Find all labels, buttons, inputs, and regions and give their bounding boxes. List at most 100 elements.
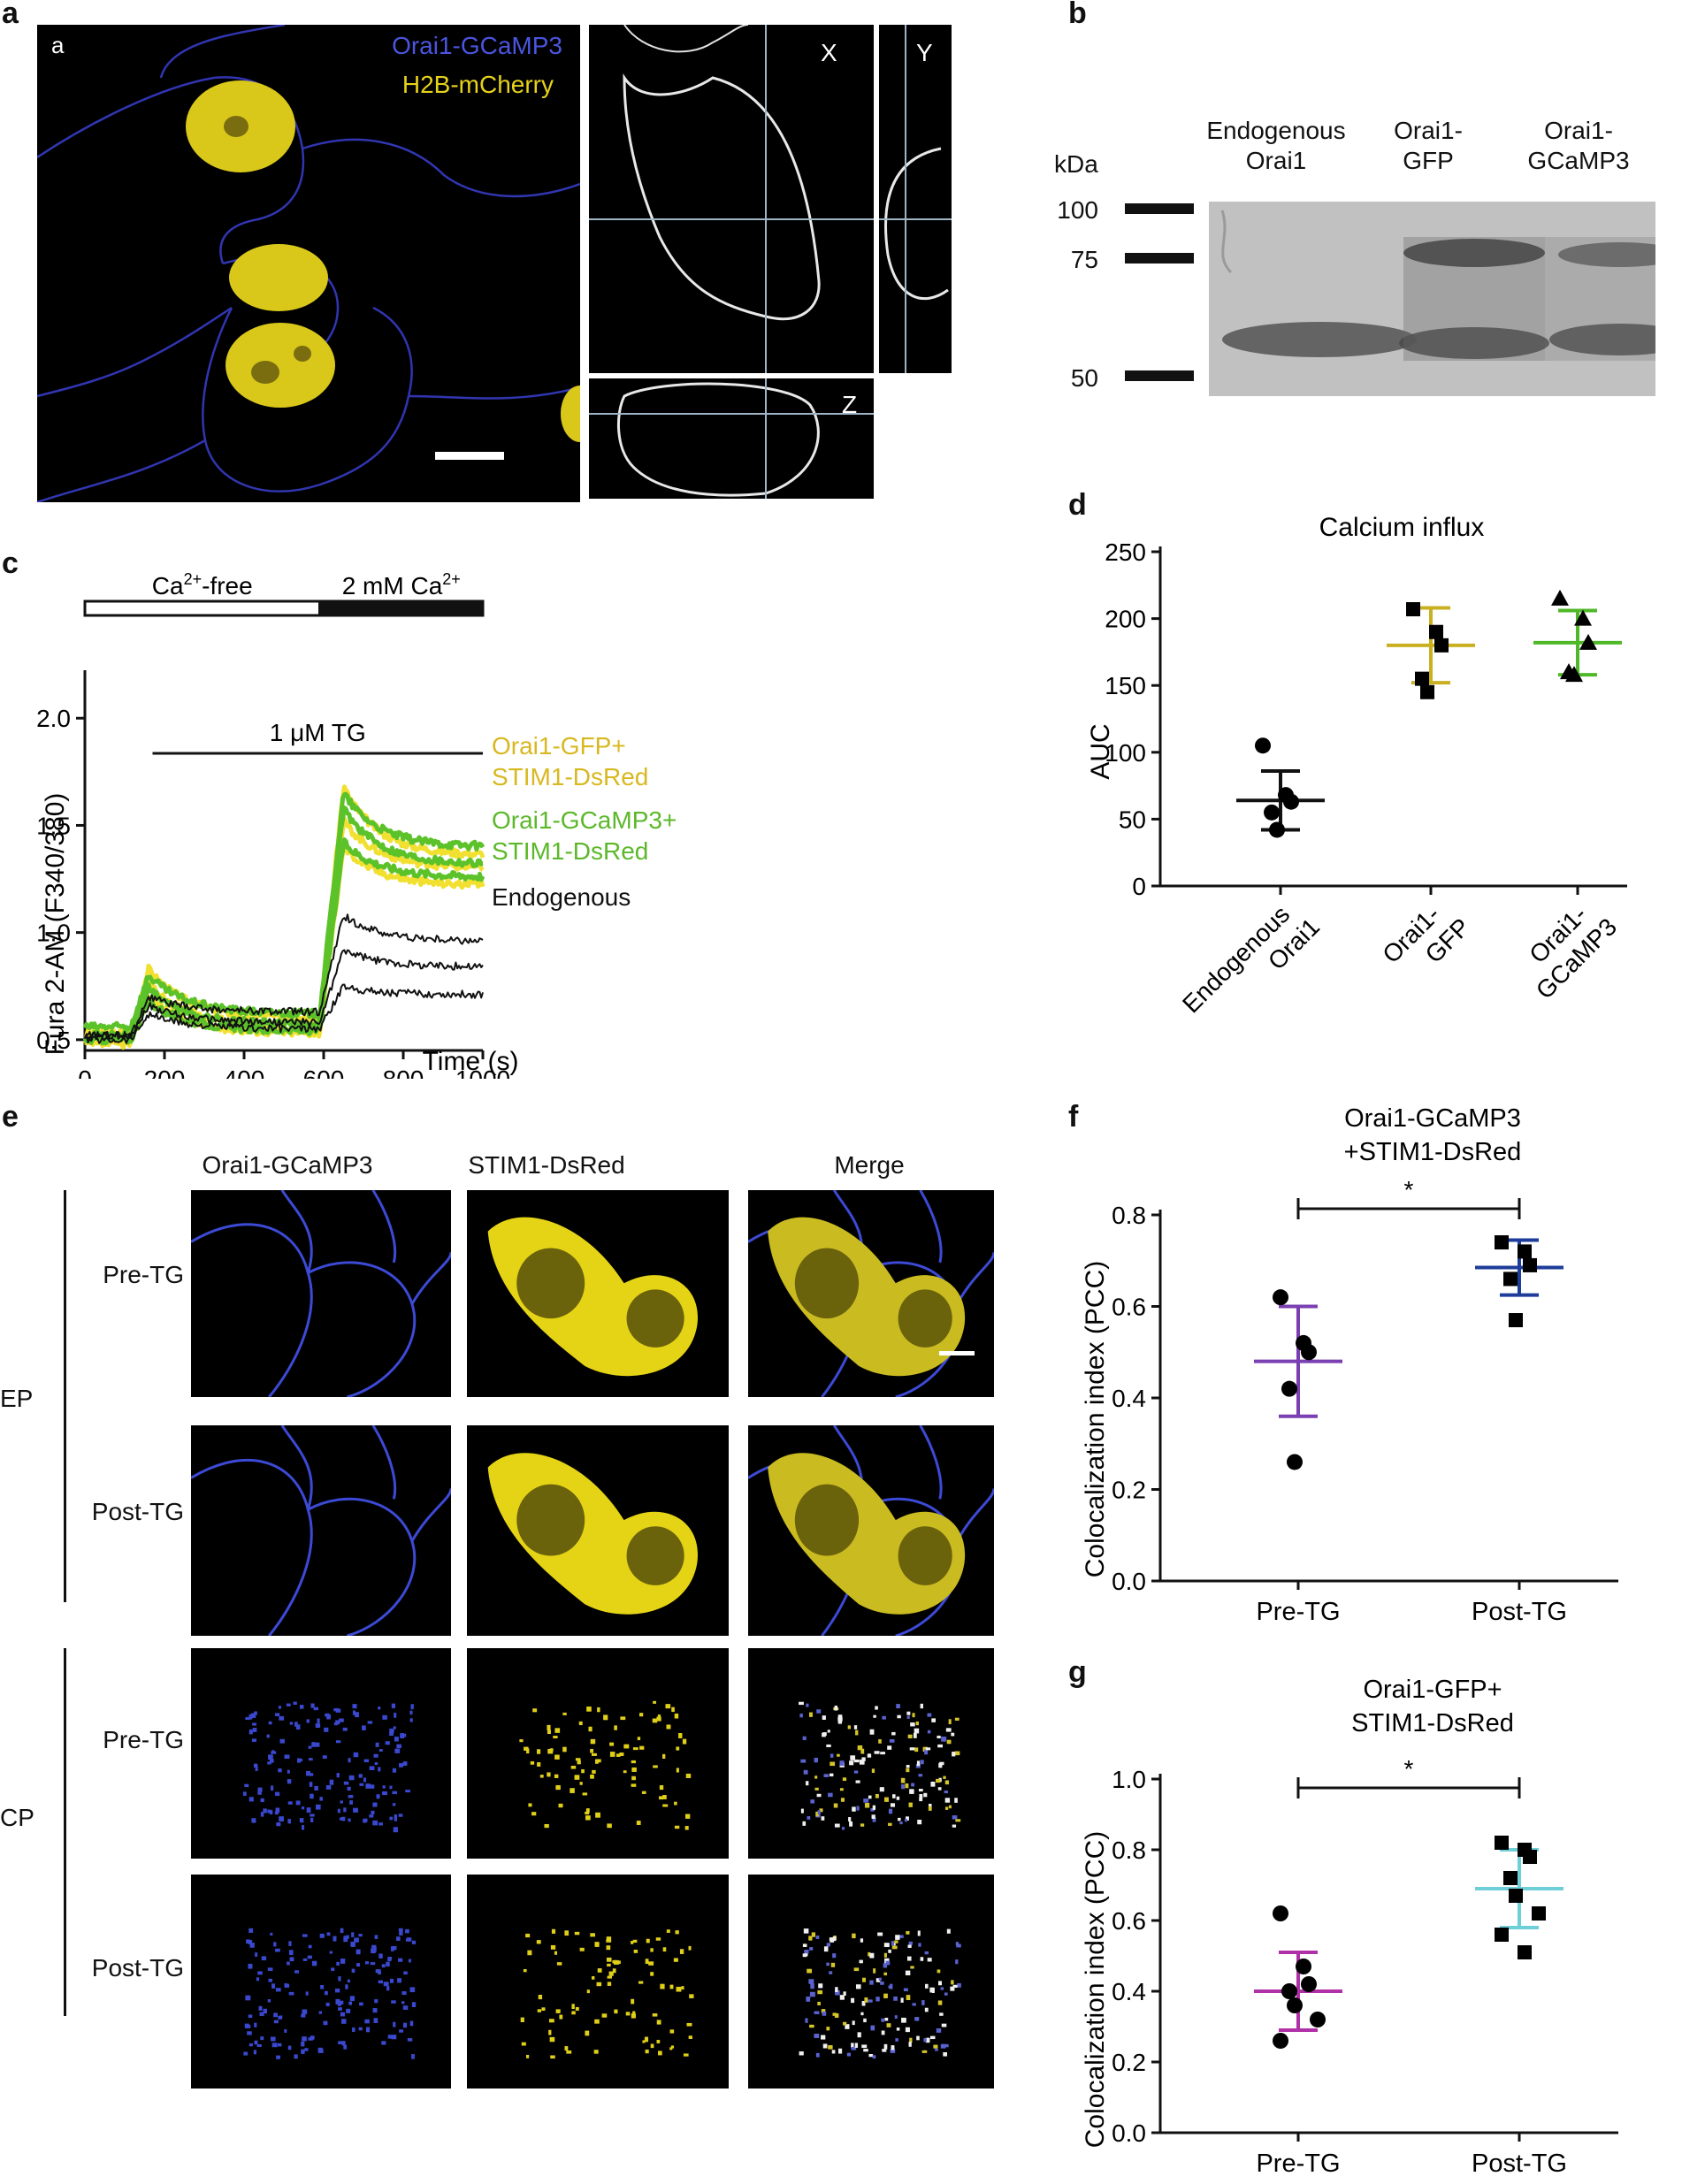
f-data-point — [1503, 1271, 1518, 1287]
punctum — [594, 1942, 600, 1947]
punctum — [645, 1959, 649, 1965]
punctum — [837, 1720, 843, 1724]
membrane-outline — [280, 1425, 313, 1510]
punctum — [944, 1780, 950, 1785]
punctum — [637, 1737, 641, 1741]
panel-a-main-image: a Orai1-GCaMP3 H2B-mCherry — [37, 25, 580, 502]
punctum — [252, 1722, 256, 1726]
punctum — [386, 1986, 390, 1991]
punctum — [378, 1749, 383, 1753]
g-data-point — [1287, 1997, 1303, 2013]
punctum — [821, 2009, 826, 2013]
col-header-merge: Merge — [834, 1151, 905, 1179]
punctum — [394, 1748, 401, 1753]
punctum — [365, 1783, 371, 1789]
punctum — [817, 1810, 821, 1815]
punctum — [815, 1811, 819, 1817]
punctum — [925, 2037, 930, 2043]
punctum — [646, 1938, 650, 1943]
punctum — [389, 1785, 393, 1790]
legend-h2b-mcherry: H2B-mCherry — [401, 71, 554, 98]
panel-f-chart: Orai1-GCaMP3 +STIM1-DsRed Colocalization… — [1081, 1105, 1618, 1626]
punctum — [391, 2035, 397, 2040]
punctum — [883, 2043, 888, 2050]
punctum — [830, 1761, 836, 1767]
ca-free-bar — [83, 599, 321, 617]
punctum — [877, 1932, 883, 1936]
g-data-point — [1273, 1905, 1288, 1921]
punctum — [906, 1995, 911, 2001]
row-label-ep-pre: Pre-TG — [103, 1261, 184, 1288]
punctum — [897, 1714, 901, 1719]
punctum — [857, 2032, 861, 2038]
punctum — [279, 1715, 285, 1721]
punctum — [564, 2046, 569, 2051]
punctum — [920, 1760, 924, 1765]
col-header-stim1: STIM1-DsRed — [468, 1151, 625, 1179]
punctum — [906, 1931, 910, 1935]
punctum — [802, 1943, 807, 1948]
punctum — [659, 1796, 663, 1800]
membrane-outline — [955, 1251, 994, 1305]
punctum — [906, 1956, 912, 1961]
punctum — [925, 1747, 931, 1751]
punctum — [910, 1722, 915, 1727]
punctum — [842, 1777, 847, 1782]
punctum — [586, 1989, 590, 1994]
punctum — [275, 1988, 281, 1992]
punctum — [248, 1928, 254, 1933]
punctum — [607, 1823, 612, 1829]
ca-free-label: Ca2+-free — [152, 570, 253, 599]
d-category-label: EndogenousOrai1 — [1177, 891, 1325, 1039]
cp-group-bracket — [64, 1648, 66, 2016]
punctum — [253, 2050, 257, 2055]
punctum — [278, 1768, 282, 1773]
punctum — [591, 1976, 595, 1980]
f-category-label: Post-TG — [1472, 1598, 1567, 1626]
punctum — [410, 1704, 414, 1710]
punctum — [340, 1928, 344, 1934]
punctum — [614, 1725, 617, 1730]
punctum — [378, 1953, 383, 1959]
punctum — [803, 1928, 809, 1934]
g-data-point — [1495, 1928, 1509, 1942]
punctum — [917, 1930, 921, 1936]
punctum — [946, 1928, 951, 1934]
punctum — [861, 2000, 866, 2006]
punctum — [952, 1815, 958, 1820]
punctum — [335, 1720, 340, 1725]
c-y-tick-label: 1.5 — [36, 812, 71, 839]
punctum — [631, 1775, 636, 1781]
punctum — [625, 2012, 631, 2016]
punctum — [554, 1754, 560, 1760]
punctum — [353, 1807, 358, 1813]
punctum — [906, 1711, 911, 1715]
punctum — [287, 1819, 291, 1824]
punctum — [918, 1774, 923, 1777]
punctum — [525, 2054, 530, 2058]
punctum — [358, 1933, 363, 1937]
punctum — [912, 2003, 916, 2006]
punctum — [408, 1959, 411, 1963]
punctum — [921, 2050, 928, 2053]
punctum — [333, 1936, 337, 1942]
punctum — [924, 2007, 929, 2012]
punctum — [523, 1969, 527, 1973]
c-legend-entry: Orai1-GCaMP3+ — [492, 806, 677, 834]
micrograph-ep-post-merge — [748, 1425, 994, 1636]
punctum — [883, 1993, 888, 1998]
punctum — [409, 1718, 413, 1722]
punctum — [837, 2048, 843, 2054]
panel-letter-c: c — [2, 546, 19, 580]
punctum — [946, 1739, 952, 1745]
punctum — [279, 1816, 284, 1822]
punctum — [293, 1701, 297, 1705]
punctum — [297, 1758, 301, 1763]
punctum — [632, 1939, 638, 1943]
punctum — [839, 1788, 844, 1791]
punctum — [366, 2027, 371, 2033]
punctum — [334, 1988, 340, 1993]
punctum — [532, 1708, 538, 1713]
panel-letter-d: d — [1068, 488, 1087, 522]
punctum — [521, 2042, 526, 2046]
